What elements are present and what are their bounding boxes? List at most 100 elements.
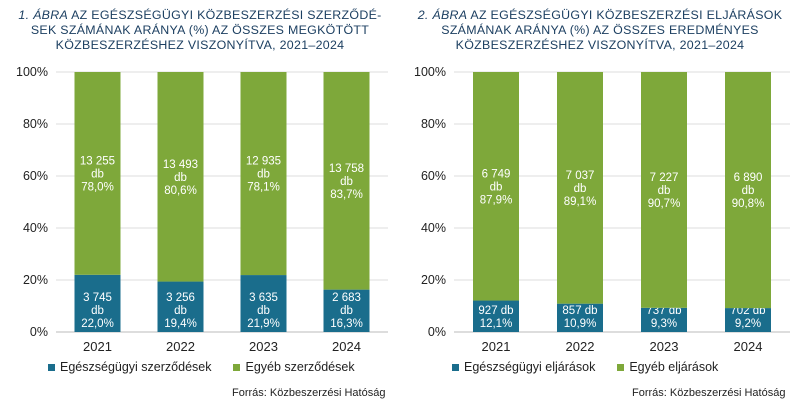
data-label: db <box>91 305 104 317</box>
legend-item-health: Egészségügyi szerződések <box>48 360 211 374</box>
data-label: 90,8% <box>732 198 765 210</box>
bar-segment-health <box>725 308 771 332</box>
data-label: 80,6% <box>164 185 197 197</box>
bar-segment-other <box>473 72 519 301</box>
chart-title-line-2: SZÁMÁNAK ARÁNYA (%) AZ ÖSSZES EREDMÉNYES <box>441 23 759 37</box>
data-label: 737 db <box>646 305 681 317</box>
data-label: 21,9% <box>247 318 280 330</box>
chart-title: 1. ÁBRA AZ EGÉSZSÉGÜGYI KÖZBESZERZÉSI SZ… <box>0 8 400 53</box>
y-tick-label: 100% <box>414 65 446 79</box>
bar-segment-health <box>240 275 287 332</box>
y-tick-label: 0% <box>30 325 48 339</box>
legend-item-health: Egészségügyi eljárások <box>452 360 595 374</box>
data-label: 6 890 <box>734 172 763 184</box>
source-note: Forrás: Közbeszerzési Hatóság <box>632 387 786 399</box>
chart-title-line-2: SEK SZÁMÁNAK ARÁNYA (%) AZ ÖSSZES MEGKÖT… <box>30 23 370 37</box>
data-label: db <box>574 183 587 195</box>
data-label: 22,0% <box>81 318 114 330</box>
data-label: 9,2% <box>735 318 761 330</box>
x-tick-label: 2021 <box>83 339 112 354</box>
legend-swatch-other <box>233 363 241 371</box>
bar-segment-health <box>74 274 121 332</box>
data-label: 10,9% <box>564 318 597 330</box>
data-label: 87,9% <box>480 194 513 206</box>
bar-segment-other <box>641 72 687 308</box>
data-label: 13 255 <box>80 155 115 167</box>
data-label: 3 745 <box>83 292 112 304</box>
data-label: 927 db <box>478 305 513 317</box>
x-tick-label: 2021 <box>482 339 511 354</box>
data-label: db <box>91 168 104 180</box>
bar-segment-other <box>157 72 204 282</box>
data-label: db <box>257 305 270 317</box>
chart-title-line-1: AZ EGÉSZSÉGÜGYI KÖZBESZERZÉSI SZERZŐDÉ- <box>68 8 382 22</box>
data-label: 12 935 <box>246 156 281 168</box>
legend-swatch-health <box>48 363 55 371</box>
legend: Egészségügyi eljárások Egyéb eljárások <box>452 360 718 374</box>
x-tick-label: 2024 <box>332 339 361 354</box>
bar-segment-other <box>74 72 121 275</box>
data-label: 3 635 <box>249 292 278 304</box>
x-tick-label: 2023 <box>650 339 679 354</box>
data-label: db <box>257 169 270 181</box>
y-tick-label: 80% <box>23 117 48 131</box>
y-tick-label: 20% <box>23 273 48 287</box>
bar-segment-other <box>557 72 603 304</box>
legend: Egészségügyi szerződések Egyéb szerződés… <box>48 360 355 374</box>
chart-title-line-3: KÖZBESZERZÉSHEZ VISZONYÍTVA, 2021–2024 <box>55 38 345 52</box>
bar-segment-health <box>641 307 687 332</box>
bar-segment-health <box>323 289 370 332</box>
x-tick-label: 2024 <box>734 339 763 354</box>
data-label: db <box>742 185 755 197</box>
y-tick-label: 60% <box>23 169 48 183</box>
data-label: 89,1% <box>564 196 597 208</box>
bar-segment-other <box>323 72 370 290</box>
data-label: db <box>340 305 353 317</box>
chart-panel-1: 1. ÁBRA AZ EGÉSZSÉGÜGYI KÖZBESZERZÉSI SZ… <box>0 8 400 399</box>
data-label: db <box>340 176 353 188</box>
data-label: 3 256 <box>166 292 195 304</box>
data-label: 6 749 <box>482 168 511 180</box>
chart-title: 2. ÁBRA AZ EGÉSZSÉGÜGYI KÖZBESZERZÉSI EL… <box>400 8 800 53</box>
legend-label-health: Egészségügyi eljárások <box>464 360 596 374</box>
bar-segment-health <box>157 281 204 332</box>
x-tick-label: 2022 <box>566 339 595 354</box>
data-label: 83,7% <box>330 189 363 201</box>
data-label: db <box>658 185 671 197</box>
legend-item-other: Egyéb szerződések <box>233 360 355 374</box>
chart-title-number: 1. ÁBRA <box>18 8 69 22</box>
y-tick-label: 20% <box>421 273 446 287</box>
data-label: 857 db <box>562 305 597 317</box>
legend-item-other: Egyéb eljárások <box>617 360 718 374</box>
x-tick-label: 2022 <box>166 339 195 354</box>
legend-label-health: Egészségügyi szerződések <box>60 360 212 374</box>
data-label: 16,3% <box>330 318 363 330</box>
data-label: db <box>174 305 187 317</box>
data-label: 9,3% <box>651 318 677 330</box>
x-tick-label: 2023 <box>249 339 278 354</box>
chart-title-line-1: AZ EGÉSZSÉGÜGYI KÖZBESZERZÉSI ELJÁRÁSOK <box>467 8 783 22</box>
chart-title-line-3: KÖZBESZERZÉSHEZ VISZONYÍTVA, 2021–2024 <box>455 38 745 52</box>
data-label: 19,4% <box>164 318 197 330</box>
data-label: 13 758 <box>329 163 364 175</box>
bar-segment-other <box>725 72 771 309</box>
data-label: 2 683 <box>332 292 361 304</box>
legend-label-other: Egyéb szerződések <box>245 360 355 374</box>
data-label: 7 037 <box>566 170 595 182</box>
data-label: 78,0% <box>81 181 114 193</box>
chart-panel-2: 2. ÁBRA AZ EGÉSZSÉGÜGYI KÖZBESZERZÉSI EL… <box>400 0 800 410</box>
data-label: db <box>490 181 503 193</box>
legend-swatch-health <box>452 363 459 371</box>
data-label: 13 493 <box>163 159 198 171</box>
y-tick-label: 40% <box>23 221 48 235</box>
data-label: 78,1% <box>247 182 280 194</box>
y-tick-label: 100% <box>16 65 48 79</box>
data-label: db <box>174 172 187 184</box>
data-label: 90,7% <box>648 198 681 210</box>
data-label: 12,1% <box>480 318 513 330</box>
y-tick-label: 40% <box>421 221 446 235</box>
y-tick-label: 80% <box>421 117 446 131</box>
bar-segment-other <box>240 72 287 276</box>
